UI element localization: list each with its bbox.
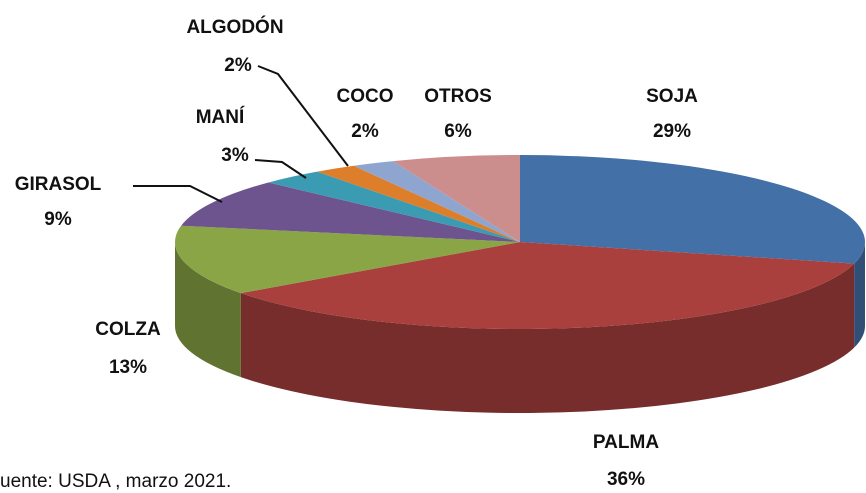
slice-value-label: 3%	[221, 145, 249, 166]
slice-label: OTROS	[424, 86, 492, 107]
slice-side	[240, 263, 855, 414]
slice-value-label: 2%	[351, 121, 379, 142]
slice-value-label: 2%	[224, 55, 252, 76]
slice	[240, 242, 855, 329]
slice-label: GIRASOL	[15, 174, 102, 195]
slice	[175, 225, 520, 294]
slice	[392, 155, 520, 242]
labels: SOJA 29% PALMA 36% COLZA 13% GIRASOL 9% MANÍ 3% AL…	[15, 16, 698, 490]
slice-value-label: 6%	[444, 121, 472, 142]
slice-label: COCO	[337, 86, 394, 107]
slice	[520, 155, 865, 264]
pie-sides	[175, 242, 865, 414]
leader-line	[133, 185, 223, 203]
pie-tops	[175, 155, 865, 329]
slice	[268, 171, 520, 242]
slice-value-label: 36%	[607, 469, 645, 490]
slice-value-label: 29%	[653, 121, 691, 142]
slice-label: COLZA	[95, 319, 161, 340]
slice-label: SOJA	[646, 86, 698, 107]
slice-side	[175, 242, 241, 378]
slice-value-label: 9%	[44, 209, 72, 230]
slice-label: ALGODÓN	[186, 16, 283, 38]
slice	[353, 161, 520, 242]
source-note: uente: USDA , marzo 2021.	[0, 471, 231, 492]
leader-line	[257, 65, 349, 167]
slice	[317, 165, 520, 242]
slice-side	[854, 242, 865, 348]
slice-label: MANÍ	[196, 106, 245, 128]
leader-line	[254, 159, 307, 179]
slice-label: PALMA	[593, 432, 659, 453]
slice	[181, 182, 520, 242]
slice-value-label: 13%	[109, 357, 147, 378]
